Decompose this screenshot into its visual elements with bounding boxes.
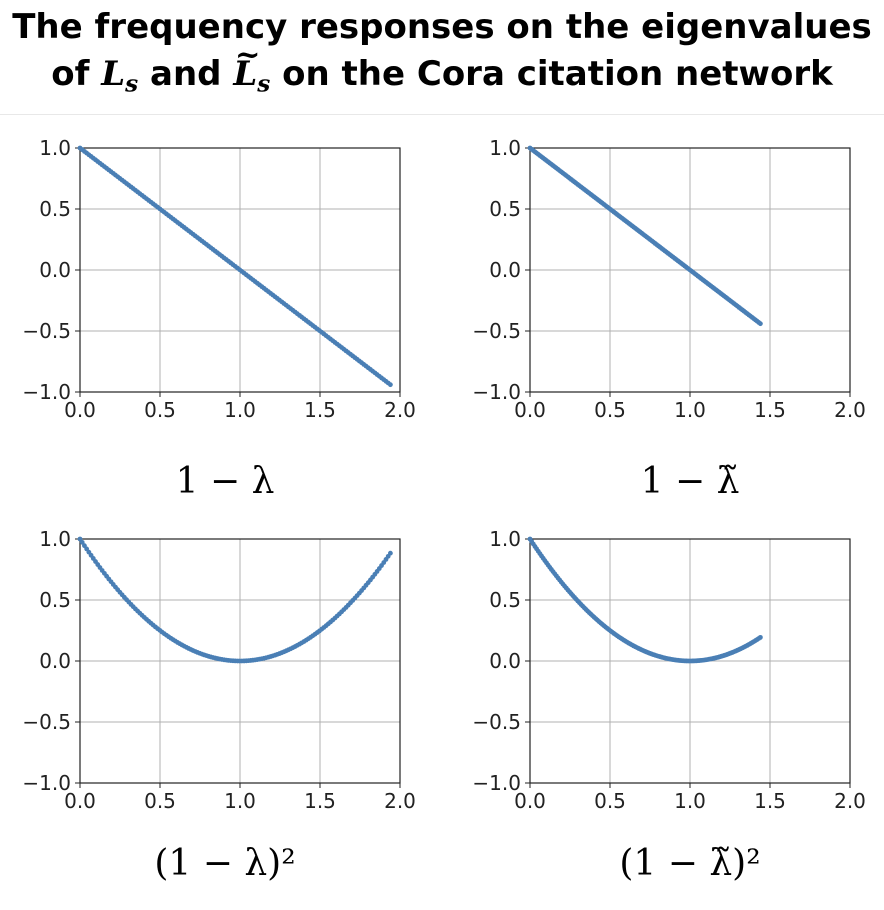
x-tick-label: 0.5: [594, 789, 626, 813]
y-tick-label: 0.5: [39, 197, 71, 221]
scatter-point: [388, 382, 393, 388]
y-tick-label: 0.5: [39, 588, 71, 612]
x-tick-label: 0.0: [64, 789, 96, 813]
title-line-1: The frequency responses on the eigenvalu…: [12, 7, 872, 47]
y-tick-label: −0.5: [472, 710, 521, 734]
chart-panel-2: 0.0 0.5 1.0 1.5 2.0 1.0 0.5 0.0 −0.5 −1.0 1 − λ̃: [472, 136, 865, 502]
x-tick-label: 0.0: [64, 398, 96, 422]
scatter-point: [388, 550, 393, 556]
x-tick-label: 1.5: [304, 398, 336, 422]
x-tick-label: 1.5: [754, 789, 786, 813]
chart-panel-1: 0.0 0.5 1.0 1.5 2.0 1.0 0.5 0.0 −0.5 −1.0 1 − λ: [22, 136, 415, 502]
scatter-series: [527, 536, 763, 664]
x-tick-label: 2.0: [834, 398, 866, 422]
x-tick-label: 1.5: [304, 789, 336, 813]
y-tick-label: 1.0: [489, 136, 521, 160]
x-tick-label: 2.0: [834, 789, 866, 813]
y-tick-label: −0.5: [472, 319, 521, 343]
x-axis-label: (1 − λ̃)²: [619, 843, 760, 884]
y-tick-label: −1.0: [472, 380, 521, 404]
y-tick-label: 1.0: [39, 527, 71, 551]
y-tick-label: 0.5: [489, 588, 521, 612]
title-separator: [0, 114, 884, 115]
x-tick-label: 1.0: [224, 789, 256, 813]
chart-panel-3: 0.0 0.5 1.0 1.5 2.0 1.0 0.5 0.0 −0.5 −1.0 (1 − λ)²: [22, 527, 415, 884]
x-axis-label: 1 − λ̃: [641, 461, 740, 502]
scatter-point: [758, 634, 763, 640]
y-tick-label: 0.5: [489, 197, 521, 221]
y-tick-label: −1.0: [22, 380, 71, 404]
x-tick-label: 1.0: [224, 398, 256, 422]
y-tick-label: 0.0: [489, 649, 521, 673]
y-tick-label: 1.0: [489, 527, 521, 551]
y-tick-label: 0.0: [39, 258, 71, 282]
y-tick-label: −1.0: [22, 771, 71, 795]
symbol-ls: Ls: [101, 54, 139, 98]
x-tick-label: 1.5: [754, 398, 786, 422]
y-tick-label: −0.5: [22, 710, 71, 734]
x-tick-label: 1.0: [674, 789, 706, 813]
x-tick-label: 2.0: [384, 398, 416, 422]
x-tick-label: 0.5: [144, 398, 176, 422]
y-tick-label: 0.0: [489, 258, 521, 282]
symbol-ls-tilde: ~ Ls: [233, 37, 271, 98]
x-axis-label: 1 − λ: [176, 461, 275, 502]
scatter-series: [77, 145, 393, 388]
chart-panel-4: 0.0 0.5 1.0 1.5 2.0 1.0 0.5 0.0 −0.5 −1.0 (1 − λ̃)…: [472, 527, 865, 884]
x-tick-label: 0.5: [144, 789, 176, 813]
y-tick-label: 1.0: [39, 136, 71, 160]
scatter-series: [77, 536, 393, 664]
figure-title: The frequency responses on the eigenvalu…: [0, 4, 884, 107]
x-tick-label: 0.0: [514, 398, 546, 422]
y-tick-label: −0.5: [22, 319, 71, 343]
x-tick-label: 1.0: [674, 398, 706, 422]
x-axis-label: (1 − λ)²: [154, 843, 295, 884]
y-tick-label: 0.0: [39, 649, 71, 673]
scatter-series: [527, 145, 763, 327]
scatter-point: [758, 321, 763, 327]
y-tick-label: −1.0: [472, 771, 521, 795]
x-tick-label: 2.0: [384, 789, 416, 813]
x-tick-label: 0.5: [594, 398, 626, 422]
title-line-2: of Ls and ~ Ls on the Cora citation netwo…: [0, 37, 884, 107]
x-tick-label: 0.0: [514, 789, 546, 813]
